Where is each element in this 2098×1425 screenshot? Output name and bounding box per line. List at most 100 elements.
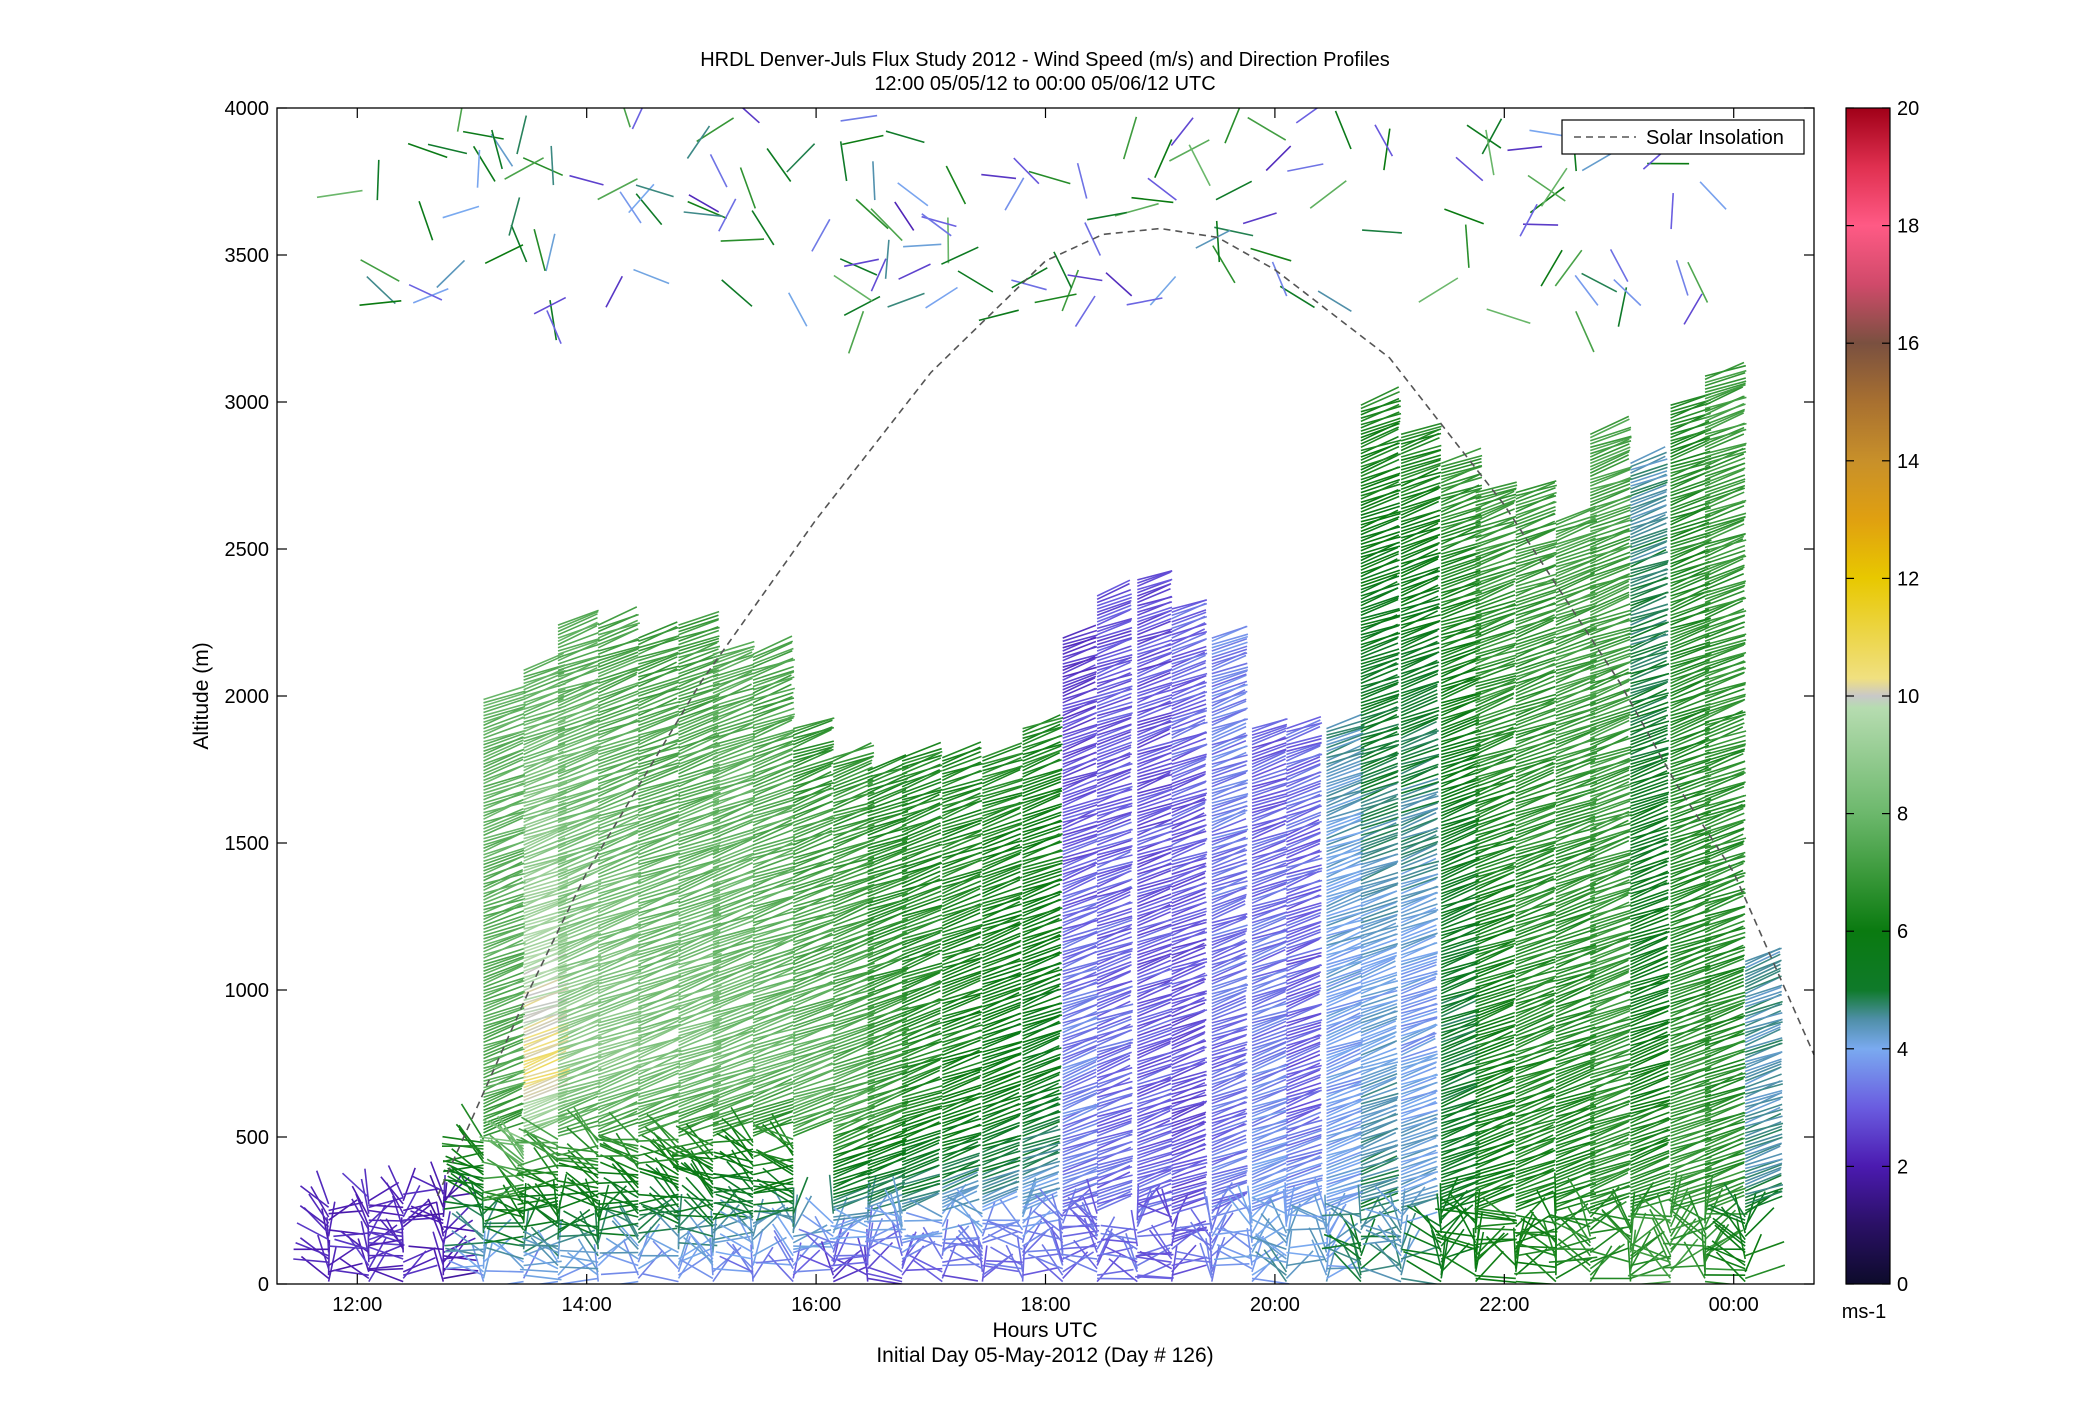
wind-barb [901,1053,944,1066]
wind-barb [712,1112,754,1128]
wind-barb [368,1238,404,1247]
wind-barb [1096,706,1133,720]
wind-barb [1062,645,1098,659]
wind-barb [523,966,567,985]
wind-barb [637,1024,681,1044]
wind-barb [557,609,599,626]
wind-barb [901,771,941,791]
wind-barb [1121,1237,1139,1273]
wind-barb [792,1013,835,1031]
wind-barb [982,982,1022,998]
wind-barb [646,1113,680,1144]
wind-barb [1096,837,1133,850]
wind-barb [678,936,720,956]
wind-barb [557,1233,598,1238]
wind-barb [1136,955,1171,972]
wind-barb [792,913,835,927]
wind-barb [597,748,640,765]
wind-barb [1096,863,1133,875]
wind-barb [752,769,793,788]
wind-barb [597,893,639,914]
wind-barb [597,673,637,694]
wind-barb [482,1119,524,1141]
wind-barb [793,1085,836,1099]
wind-barb [638,870,680,888]
wind-barb [942,918,982,934]
wind-barb [1137,976,1173,989]
wind-barb [1100,1252,1138,1260]
wind-barb [1062,931,1099,943]
wind-barb [833,889,873,908]
wind-barb [597,1204,610,1244]
wind-barb [1062,695,1098,707]
wind-barb [833,1022,875,1037]
wind-barb [942,755,982,772]
wind-barb [711,1138,754,1144]
wind-barb [557,820,600,840]
wind-barb [942,857,983,872]
wind-barb [982,1137,1022,1150]
wind-barb [833,856,875,869]
wind-barb [833,1211,872,1218]
wind-barb [982,939,1022,956]
wind-barb [901,1009,941,1027]
wind-barb [1137,1232,1175,1238]
wind-barb [557,1055,602,1069]
wind-barb [982,1150,1021,1163]
wind-barb [638,676,680,691]
wind-barb [1137,1055,1172,1069]
wind-barb [1062,1103,1100,1115]
wind-barb [483,1094,524,1111]
wind-barb [678,694,720,710]
wind-barb [1096,812,1132,827]
wind-barb [867,1088,909,1105]
wind-barb [941,1190,978,1209]
wind-barb [942,875,983,888]
wind-barb [833,1072,875,1089]
wind-barb [483,892,525,908]
wind-barb [752,938,796,953]
wind-barb [792,782,835,795]
wind-barb [1096,879,1131,895]
wind-barb [368,1225,404,1234]
wind-barb [678,1238,712,1260]
wind-barb [1022,1010,1062,1024]
wind-barb [1022,943,1062,959]
wind-barb [341,1172,370,1199]
wind-barb [712,1003,756,1018]
wind-barb [942,899,983,914]
wind-barb [1022,1225,1055,1247]
wind-barb [402,1167,416,1202]
wind-barb [484,1235,524,1244]
wind-barb [901,1240,936,1260]
wind-barb [1096,821,1132,837]
wind-barb [597,786,638,808]
wind-barb [1137,1138,1173,1150]
wind-barb [1096,667,1132,681]
wind-barb [901,1129,941,1144]
wind-barb [792,1093,834,1111]
wind-barb [832,782,874,801]
wind-barb [792,987,835,1005]
wind-barb [942,1110,982,1124]
wind-barb [712,698,754,717]
wind-barb [833,824,875,837]
wind-barb [1062,1026,1098,1040]
wind-barb [901,904,943,917]
wind-barb [867,925,907,943]
wind-barb [678,914,722,927]
wind-barb [638,797,681,811]
wind-barb [833,801,875,814]
wind-barb [597,777,640,795]
wind-barb [982,935,1021,953]
wind-barb [833,910,874,927]
wind-barb [678,845,720,862]
wind-barb [901,1017,942,1034]
wind-barb [557,1079,602,1092]
wind-barb [1062,789,1097,804]
wind-barb [752,1198,764,1237]
wind-barb [1137,1219,1173,1234]
wind-barb [444,1200,484,1209]
wind-barb [712,737,755,753]
wind-barb [792,850,834,866]
